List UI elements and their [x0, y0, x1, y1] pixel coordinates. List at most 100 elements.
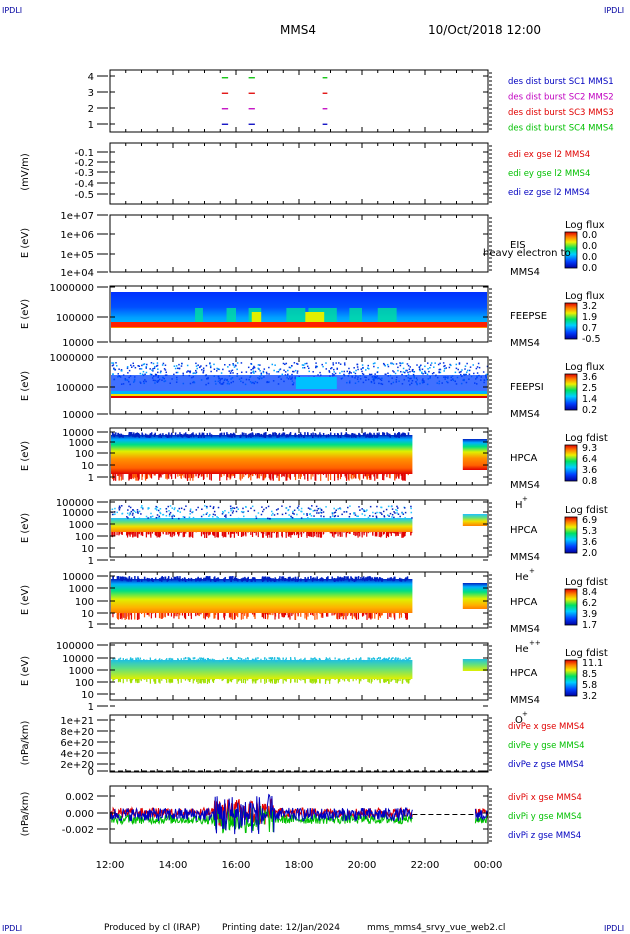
feeps-i-pixel	[346, 370, 349, 373]
hpca-pixel	[291, 532, 294, 535]
hpca-pixel	[129, 506, 132, 509]
hpca-pixel	[394, 532, 396, 534]
hpca-pixel	[374, 474, 376, 481]
hpca-pixel	[149, 659, 152, 662]
feeps-i-pixel	[152, 368, 154, 370]
hpca-pixel	[229, 679, 231, 682]
hpca-pixel	[198, 474, 200, 476]
hpca-pixel	[154, 507, 157, 510]
hpca-pixel	[270, 613, 272, 616]
hpca-pixel	[409, 657, 411, 660]
feeps-i-pixel	[455, 363, 458, 366]
hpca-pixel	[222, 679, 224, 681]
hpca-pixel	[152, 578, 154, 582]
hpca-pixel	[137, 576, 139, 580]
hpca-pixel	[262, 576, 264, 580]
hpca-pixel	[254, 659, 256, 662]
hpca-pixel	[370, 679, 372, 684]
feeps-i-pixel	[195, 369, 197, 372]
hpca-pixel	[113, 513, 115, 516]
hpca-pixel	[240, 510, 243, 513]
hpca-pixel	[258, 474, 261, 479]
hpca-pixel	[166, 679, 168, 683]
hpca-pixel	[278, 613, 280, 619]
feeps-i-pixel	[333, 374, 335, 376]
x-tick-label: 14:00	[159, 860, 188, 871]
hpca-pixel	[376, 532, 378, 535]
feeps-i-pixel	[199, 366, 201, 368]
hpca-pixel	[149, 474, 151, 476]
hpca-pixel	[178, 613, 180, 620]
hpca-pixel	[285, 657, 287, 660]
hpca-pixel	[388, 679, 390, 684]
hpca-pixel	[206, 657, 209, 660]
colorbar-hpca_o	[564, 659, 578, 697]
feeps-i-pixel	[149, 373, 152, 375]
hpca-pixel	[362, 509, 365, 511]
hpca-pixel	[343, 511, 345, 513]
hpca-pixel	[304, 659, 306, 662]
hpca-pixel	[275, 474, 277, 475]
hpca-pixel	[217, 578, 220, 582]
hpca-pixel	[374, 512, 377, 515]
y-tick-label: 10000	[62, 572, 94, 583]
hpca-pixel	[185, 532, 187, 534]
hpca-pixel	[187, 613, 190, 616]
hpca-pixel	[229, 613, 231, 618]
hpca-pixel	[174, 432, 177, 436]
colorbar-tick-feeps_i: 3.6	[582, 372, 597, 383]
hpca-pixel	[114, 679, 116, 680]
hpca-pixel	[199, 578, 201, 582]
feeps-i-pixel	[402, 362, 404, 364]
hpca-pixel	[270, 474, 272, 481]
hpca-pixel	[201, 474, 203, 477]
hpca-pixel	[117, 433, 119, 437]
feeps-i-pixel	[400, 370, 402, 373]
hpca-pixel	[145, 532, 147, 538]
hpca-pixel	[137, 657, 139, 660]
feeps-i-pixel	[476, 366, 479, 368]
hpca-pixel	[135, 532, 137, 537]
species-charge-hpca_o: +	[522, 710, 528, 718]
hpca-pixel	[242, 659, 245, 662]
hpca-pixel	[275, 679, 278, 683]
hpca-pixel	[297, 576, 299, 580]
hpca-pixel	[339, 613, 341, 616]
hpca-pixel	[291, 613, 293, 617]
feeps-i-pixel	[271, 363, 274, 366]
hpca-pixel	[390, 613, 392, 618]
hpca-pixel	[399, 658, 401, 661]
feeps-i-pixel	[461, 369, 463, 371]
hpca-pixel	[134, 474, 137, 478]
hpca-pixel	[383, 515, 385, 517]
hpca-pixel	[149, 679, 151, 684]
hpca-pixel	[357, 532, 359, 538]
hpca-pixel	[254, 658, 257, 661]
y-tick-label: 6e+20	[60, 738, 94, 749]
hpca-pixel	[265, 679, 268, 683]
hpca-pixel	[192, 657, 194, 660]
hpca-pixel	[274, 577, 276, 581]
hpca-pixel	[145, 515, 148, 518]
hpca-pixel	[366, 577, 368, 581]
hpca-pixel	[187, 679, 189, 681]
hpca-pixel	[369, 474, 371, 478]
hpca-pixel	[122, 613, 125, 618]
panel-frame-eis	[109, 214, 489, 273]
feeps-i-pixel	[333, 371, 335, 373]
hpca-pixel	[263, 613, 265, 619]
hpca-pixel	[297, 613, 299, 616]
hpca-pixel	[265, 507, 268, 509]
hpca-pixel	[165, 510, 168, 513]
hpca-pixel	[352, 433, 354, 437]
hpca-pixel	[189, 510, 192, 512]
hpca-pixel	[351, 432, 353, 436]
hpca-pixel	[312, 577, 315, 581]
hpca-pixel	[354, 514, 357, 516]
feeps-i-pixel	[201, 369, 203, 371]
hpca-pixel	[285, 507, 288, 509]
hpca-pixel	[167, 505, 170, 508]
feeps-i-pixel	[306, 362, 308, 365]
hpca-pixel	[345, 532, 348, 536]
hpca-pixel	[227, 511, 230, 514]
